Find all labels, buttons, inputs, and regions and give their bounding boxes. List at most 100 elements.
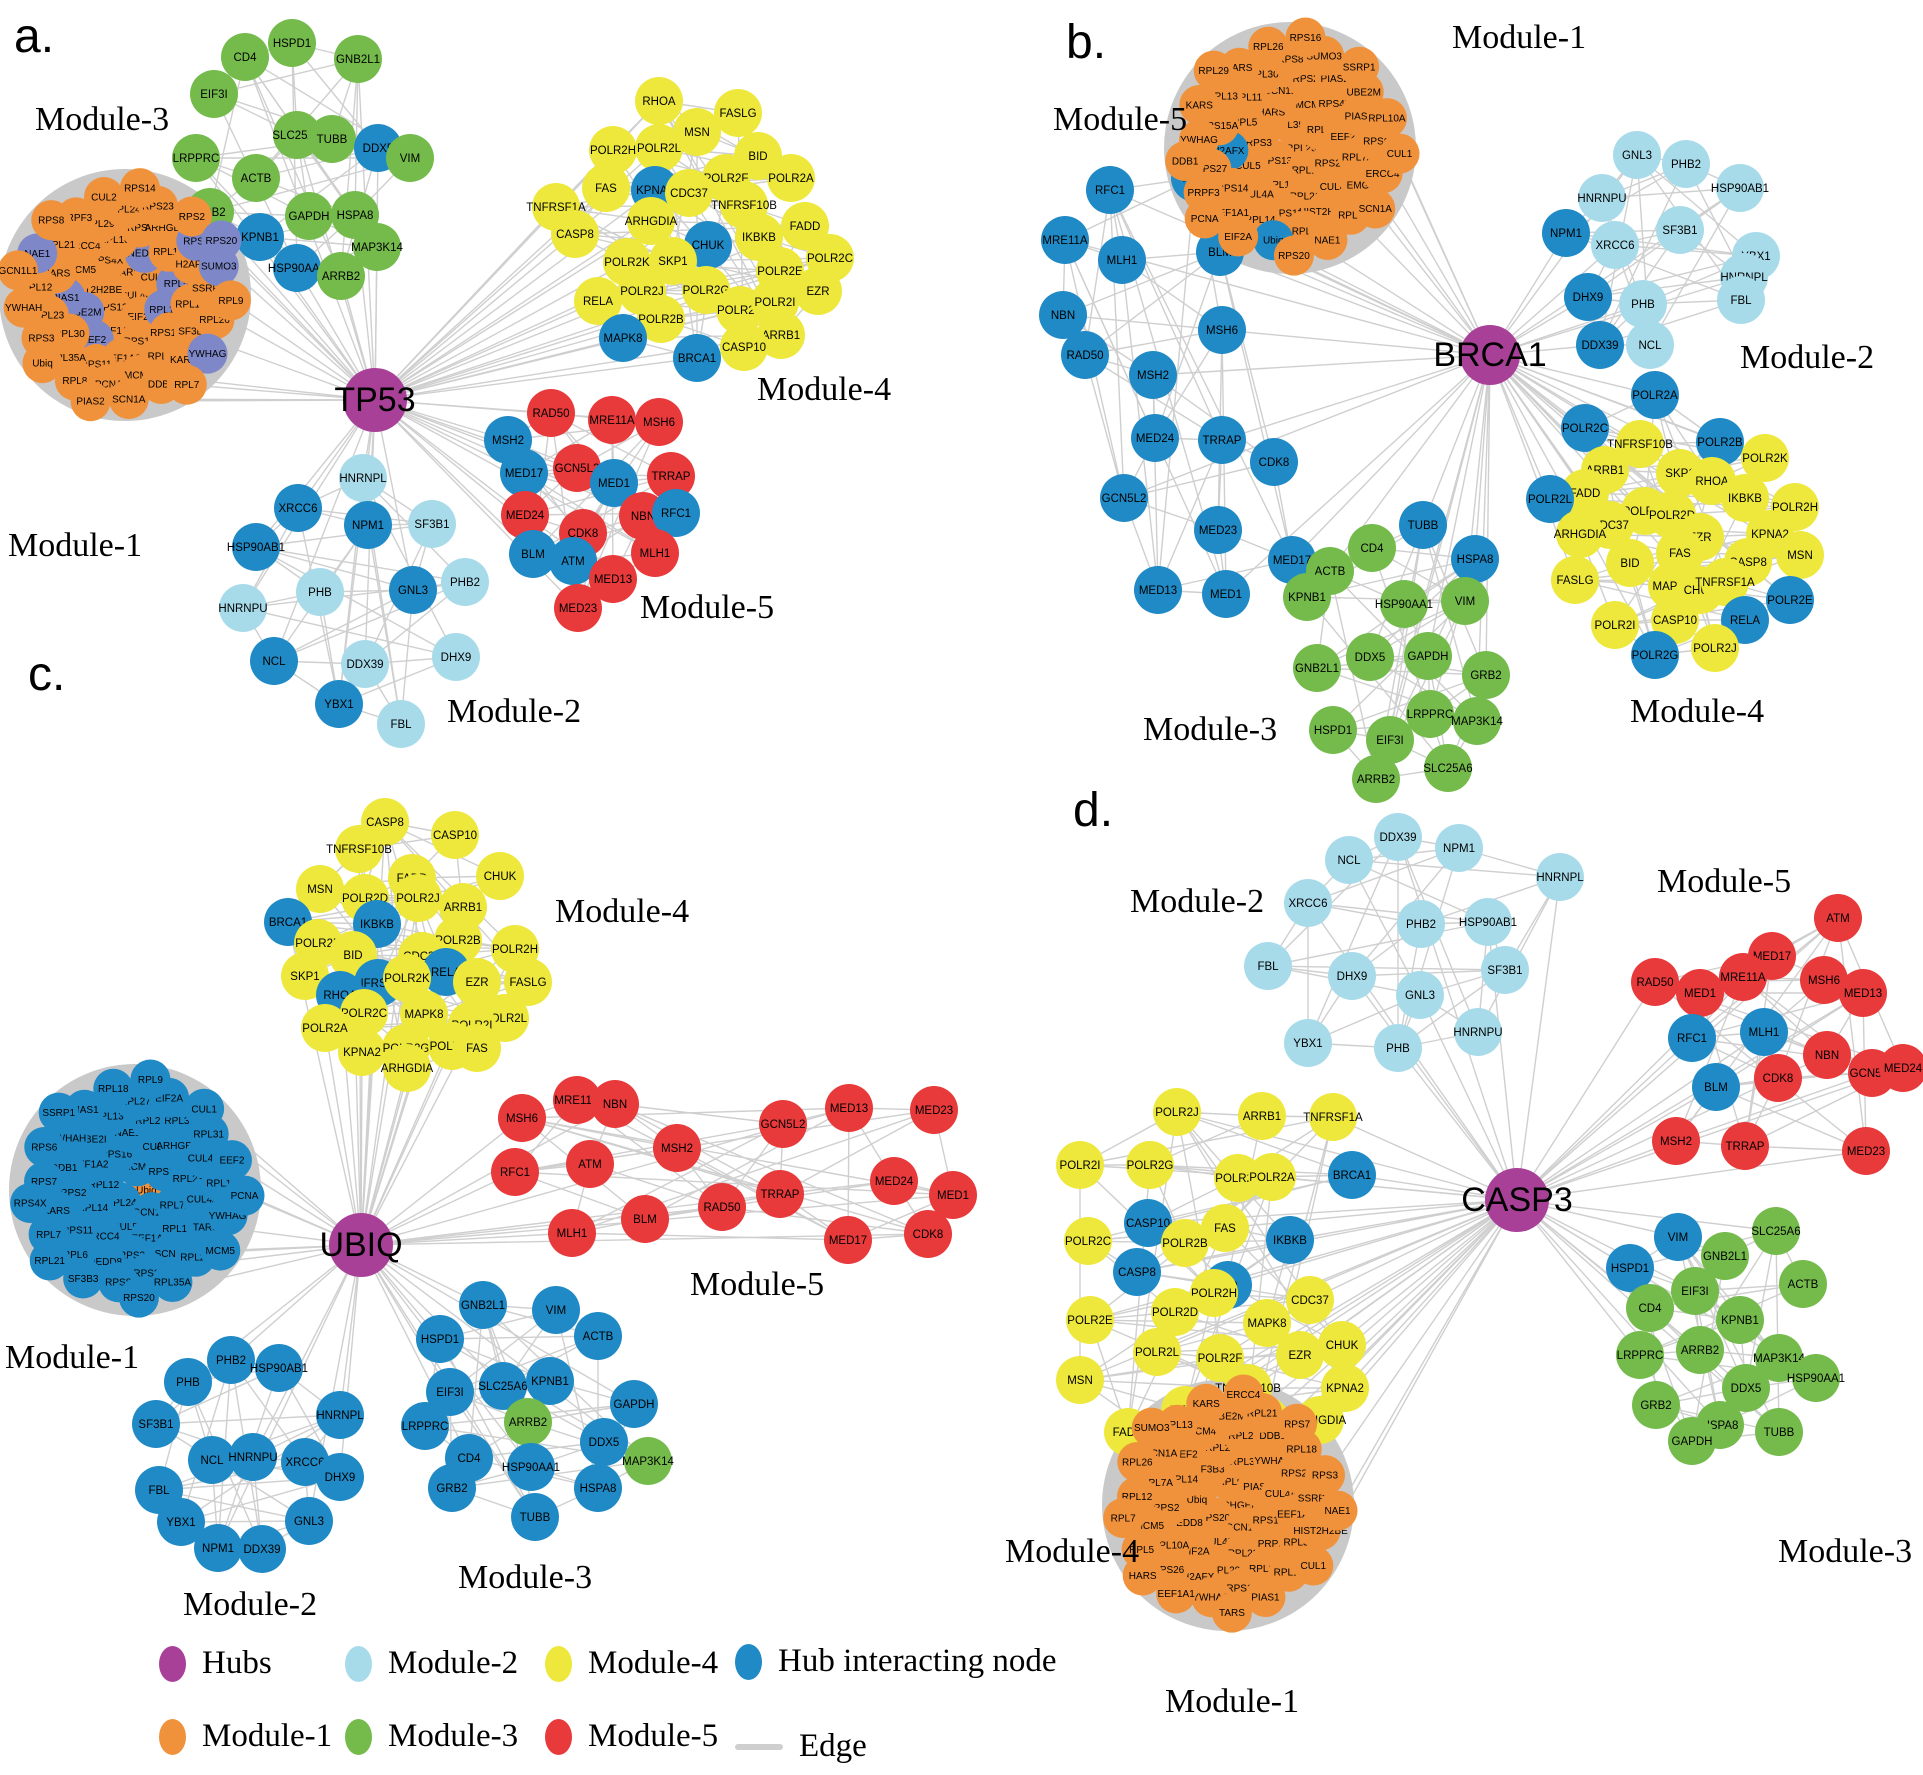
node-GCN5L2[interactable]: GCN5L2 [1100,474,1148,522]
hub-CASP3[interactable]: CASP3 [1461,1168,1573,1232]
node-FBL[interactable]: FBL [377,700,425,748]
node-POLR2A[interactable]: POLR2A [1631,371,1679,419]
node-GAPDH[interactable]: GAPDH [1404,632,1452,680]
node-MLH1[interactable]: MLH1 [1098,236,1146,284]
node-POLR2L[interactable]: POLR2L [635,124,683,172]
node-MSH6[interactable]: MSH6 [498,1094,546,1142]
node-DDB1[interactable]: DDB1 [1165,141,1206,182]
node-POLR2A[interactable]: POLR2A [767,154,815,202]
node-RPL9[interactable]: RPL9 [130,1059,171,1100]
node-GRB2[interactable]: GRB2 [1632,1381,1680,1429]
node-GRB2[interactable]: GRB2 [1462,651,1510,699]
node-CUL1[interactable]: CUL1 [1293,1545,1334,1586]
node-HSP90AA1[interactable]: HSP90AA1 [502,1443,560,1491]
node-POLR2I[interactable]: POLR2I [1591,601,1639,649]
node-KARS[interactable]: KARS [1186,1383,1227,1424]
node-BRCA1[interactable]: BRCA1 [1328,1151,1376,1199]
node-HSPA8[interactable]: HSPA8 [1451,535,1499,583]
node-CUL2[interactable]: CUL2 [83,177,124,218]
node-NCL[interactable]: NCL [1626,321,1674,369]
node-LRPPRC[interactable]: LRPPRC [172,134,220,182]
node-HNRNPL[interactable]: HNRNPL [316,1391,364,1439]
node-YBX1[interactable]: YBX1 [315,680,363,728]
node-RPL26[interactable]: RPL26 [1117,1442,1158,1483]
node-RPS20[interactable]: RPS20 [201,220,242,261]
node-TARS[interactable]: TARS [1211,1592,1252,1633]
node-KPNB1[interactable]: KPNB1 [236,213,284,261]
node-SF3B1[interactable]: SF3B1 [1481,946,1529,994]
node-MLH1[interactable]: MLH1 [631,529,679,577]
node-TUBB[interactable]: TUBB [511,1493,559,1541]
node-NCL[interactable]: NCL [188,1436,236,1484]
node-TNFRSF1A[interactable]: TNFRSF1A [1303,1093,1363,1141]
node-PHB2[interactable]: PHB2 [1397,900,1445,948]
node-RFC1[interactable]: RFC1 [491,1148,539,1196]
node-MAP3K14[interactable]: MAP3K14 [1451,697,1503,745]
node-TRRAP[interactable]: TRRAP [1198,416,1246,464]
node-DHX9[interactable]: DHX9 [1328,952,1376,1000]
node-MRE11A[interactable]: MRE11A [1041,216,1089,264]
node-RAD50[interactable]: RAD50 [1061,331,1109,379]
node-HSP90AB1[interactable]: HSP90AB1 [227,523,285,571]
node-YBX1[interactable]: YBX1 [1284,1019,1332,1067]
node-SCN1A[interactable]: SCN1A [1355,188,1396,229]
node-CD4[interactable]: CD4 [1626,1284,1674,1332]
node-MLH1[interactable]: MLH1 [1740,1008,1788,1056]
node-GAPDH[interactable]: GAPDH [285,192,333,240]
node-MED17[interactable]: MED17 [500,449,548,497]
node-ERCC4[interactable]: ERCC4 [1223,1374,1264,1415]
node-CDK8[interactable]: CDK8 [904,1210,952,1258]
node-MED17[interactable]: MED17 [824,1216,872,1264]
node-EZR[interactable]: EZR [1276,1331,1324,1379]
node-TRRAP[interactable]: TRRAP [1721,1122,1769,1170]
node-MSH6[interactable]: MSH6 [635,398,683,446]
node-HSP90AA1[interactable]: HSP90AA1 [1375,580,1433,628]
node-BID[interactable]: BID [1606,539,1654,587]
node-POLR2E[interactable]: POLR2E [1766,576,1814,624]
node-DDX39[interactable]: DDX39 [1576,321,1624,369]
node-POLR2G[interactable]: POLR2G [1126,1141,1174,1189]
node-EEF2[interactable]: EEF2 [211,1140,252,1181]
node-FAS[interactable]: FAS [453,1024,501,1072]
node-CHUK[interactable]: CHUK [476,852,524,900]
node-PHB2[interactable]: PHB2 [207,1336,255,1384]
node-HSP90AB1[interactable]: HSP90AB1 [1459,898,1517,946]
node-EIF3I[interactable]: EIF3I [1671,1267,1719,1315]
node-MED1[interactable]: MED1 [1202,570,1250,618]
node-RPS20[interactable]: RPS20 [1273,235,1314,276]
node-GNB2L1[interactable]: GNB2L1 [459,1281,507,1329]
node-SLC25A6[interactable]: SLC25A6 [1423,744,1473,792]
node-NAE1[interactable]: NAE1 [1317,1490,1358,1531]
node-MED13[interactable]: MED13 [1839,969,1887,1017]
node-FASLG[interactable]: FASLG [714,89,762,137]
node-KPNB1[interactable]: KPNB1 [1283,573,1331,621]
node-TUBB[interactable]: TUBB [1399,501,1447,549]
node-NPM1[interactable]: NPM1 [344,501,392,549]
node-CD4[interactable]: CD4 [221,33,269,81]
node-RPS7[interactable]: RPS7 [1277,1403,1318,1444]
node-MLH1[interactable]: MLH1 [548,1209,596,1257]
hub-UBIQ[interactable]: UBIQ [319,1213,403,1277]
node-MCM5[interactable]: MCM5 [200,1230,241,1271]
node-PIAS2[interactable]: PIAS2 [70,381,111,422]
node-CUL1[interactable]: CUL1 [1379,133,1420,174]
node-CD4[interactable]: CD4 [1348,524,1396,572]
node-MED23[interactable]: MED23 [1842,1127,1890,1175]
node-VIM[interactable]: VIM [386,134,434,182]
node-MED1[interactable]: MED1 [1676,969,1724,1017]
node-TRRAP[interactable]: TRRAP [756,1170,804,1218]
node-RPL7[interactable]: RPL7 [166,364,207,405]
node-GAPDH[interactable]: GAPDH [1668,1417,1716,1465]
node-MED24[interactable]: MED24 [870,1157,918,1205]
node-CDC37[interactable]: CDC37 [1286,1276,1334,1324]
node-HNRNPU[interactable]: HNRNPU [218,584,268,632]
node-FBL[interactable]: FBL [1717,276,1765,324]
node-MED23[interactable]: MED23 [1194,506,1242,554]
node-NBN[interactable]: NBN [1803,1031,1851,1079]
node-ARRB2[interactable]: ARRB2 [1676,1326,1724,1374]
node-ACTB[interactable]: ACTB [232,154,280,202]
node-POLR2L[interactable]: POLR2L [1133,1328,1181,1376]
node-HSPD1[interactable]: HSPD1 [1309,706,1357,754]
node-RPS20[interactable]: RPS20 [118,1277,159,1318]
node-NPM1[interactable]: NPM1 [1435,824,1483,872]
